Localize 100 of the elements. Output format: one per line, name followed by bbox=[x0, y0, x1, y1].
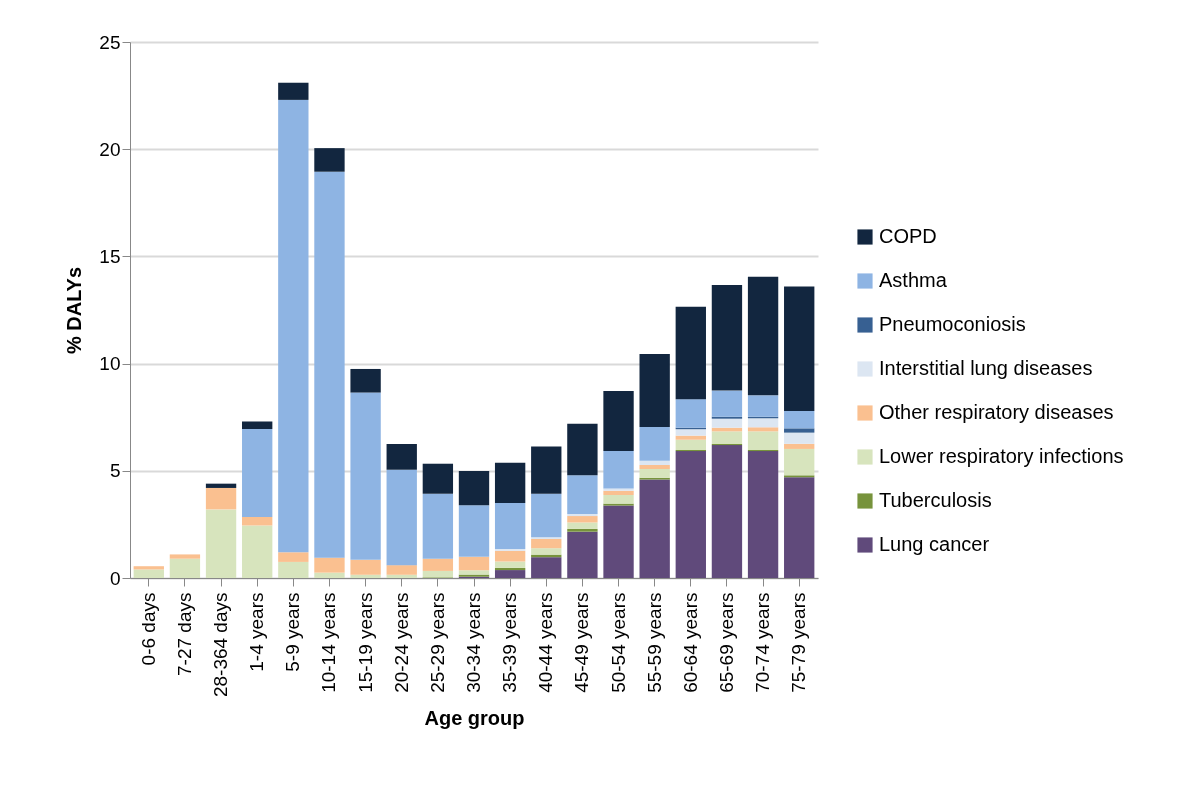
bar bbox=[494, 561, 526, 568]
bar bbox=[675, 306, 706, 400]
x-tick-label: 25-29 years bbox=[426, 592, 448, 693]
y-tick-label: 15 bbox=[99, 245, 121, 267]
bar bbox=[747, 451, 779, 578]
bar bbox=[711, 445, 743, 578]
bar bbox=[422, 558, 454, 571]
bar bbox=[494, 462, 526, 503]
y-tick-label: 10 bbox=[99, 353, 121, 375]
y-tick-label: 25 bbox=[99, 31, 121, 53]
legend-label: COPD bbox=[879, 225, 937, 247]
bar bbox=[386, 469, 417, 566]
bar bbox=[494, 570, 526, 578]
y-tick-label: 5 bbox=[109, 460, 121, 482]
bar bbox=[531, 548, 562, 555]
x-tick-label: 1-4 years bbox=[246, 592, 268, 672]
bar bbox=[458, 570, 490, 575]
bar bbox=[314, 171, 345, 558]
bar bbox=[639, 427, 670, 461]
bar bbox=[205, 509, 237, 578]
y-tick-label: 20 bbox=[99, 138, 121, 160]
x-tick-label: 10-14 years bbox=[318, 592, 340, 693]
bar bbox=[133, 566, 164, 570]
bar bbox=[747, 395, 779, 417]
bar bbox=[242, 421, 273, 429]
y-tick-label: 0 bbox=[109, 567, 121, 589]
bar bbox=[784, 477, 815, 578]
x-tick-label: 75-79 years bbox=[788, 592, 810, 693]
bar bbox=[422, 493, 454, 559]
bar bbox=[784, 410, 815, 429]
bar bbox=[567, 522, 598, 529]
bar bbox=[603, 451, 634, 489]
x-tick-label: 55-59 years bbox=[643, 592, 665, 693]
bar bbox=[205, 487, 237, 510]
bar bbox=[675, 451, 706, 578]
bar bbox=[494, 567, 526, 571]
bar bbox=[531, 557, 562, 578]
bar bbox=[386, 565, 417, 575]
x-tick-label: 60-64 years bbox=[679, 592, 701, 693]
bar bbox=[639, 460, 670, 466]
bar bbox=[422, 570, 454, 578]
bar bbox=[205, 483, 237, 488]
x-tick-label: 40-44 years bbox=[535, 592, 557, 693]
bar bbox=[314, 572, 345, 578]
legend-label: Tuberculosis bbox=[879, 489, 992, 511]
bar bbox=[784, 443, 815, 449]
bar bbox=[567, 531, 598, 578]
bar bbox=[531, 538, 562, 549]
bar bbox=[639, 465, 670, 470]
bar bbox=[242, 516, 273, 526]
bar bbox=[531, 493, 562, 538]
bar bbox=[386, 574, 417, 578]
bar bbox=[278, 552, 309, 562]
bar bbox=[784, 448, 815, 476]
bar bbox=[784, 286, 815, 411]
bar bbox=[314, 148, 345, 172]
x-tick-label: 5-9 years bbox=[282, 592, 304, 672]
bar bbox=[169, 558, 201, 578]
legend-label: Asthma bbox=[879, 269, 948, 291]
legend-label: Interstitial lung diseases bbox=[879, 357, 1093, 379]
bar bbox=[675, 429, 706, 436]
bar bbox=[314, 557, 345, 573]
legend-label: Other respiratory diseases bbox=[879, 401, 1114, 423]
bar bbox=[675, 435, 706, 440]
bar bbox=[567, 528, 598, 532]
bar bbox=[278, 82, 309, 100]
bar bbox=[603, 391, 634, 452]
bar bbox=[567, 423, 598, 476]
bar bbox=[494, 550, 526, 562]
legend-label: Pneumoconiosis bbox=[879, 313, 1026, 335]
bar bbox=[603, 490, 634, 496]
bar bbox=[711, 390, 743, 417]
bar bbox=[350, 574, 381, 578]
bar bbox=[458, 505, 490, 557]
x-tick-label: 70-74 years bbox=[752, 592, 774, 693]
bar bbox=[278, 99, 309, 553]
x-tick-label: 30-34 years bbox=[463, 592, 484, 693]
bar bbox=[675, 399, 706, 428]
bar bbox=[784, 432, 815, 444]
bar bbox=[711, 284, 743, 391]
bar bbox=[747, 431, 779, 450]
bar bbox=[747, 276, 779, 396]
bar bbox=[350, 392, 381, 560]
bar bbox=[603, 488, 634, 491]
bar bbox=[458, 471, 490, 506]
bar bbox=[422, 463, 454, 494]
bar bbox=[711, 431, 743, 444]
bar bbox=[639, 353, 670, 428]
bar bbox=[242, 428, 273, 517]
x-tick-label: 50-54 years bbox=[607, 592, 629, 693]
x-tick-label: 65-69 years bbox=[715, 592, 737, 693]
bar bbox=[567, 475, 598, 514]
bar bbox=[784, 428, 815, 433]
bar bbox=[494, 502, 526, 550]
bar bbox=[133, 569, 164, 578]
x-tick-label: 28-364 days bbox=[210, 592, 232, 698]
bar bbox=[567, 516, 598, 523]
bar bbox=[603, 495, 634, 504]
bar bbox=[711, 418, 743, 428]
bar bbox=[747, 418, 779, 428]
